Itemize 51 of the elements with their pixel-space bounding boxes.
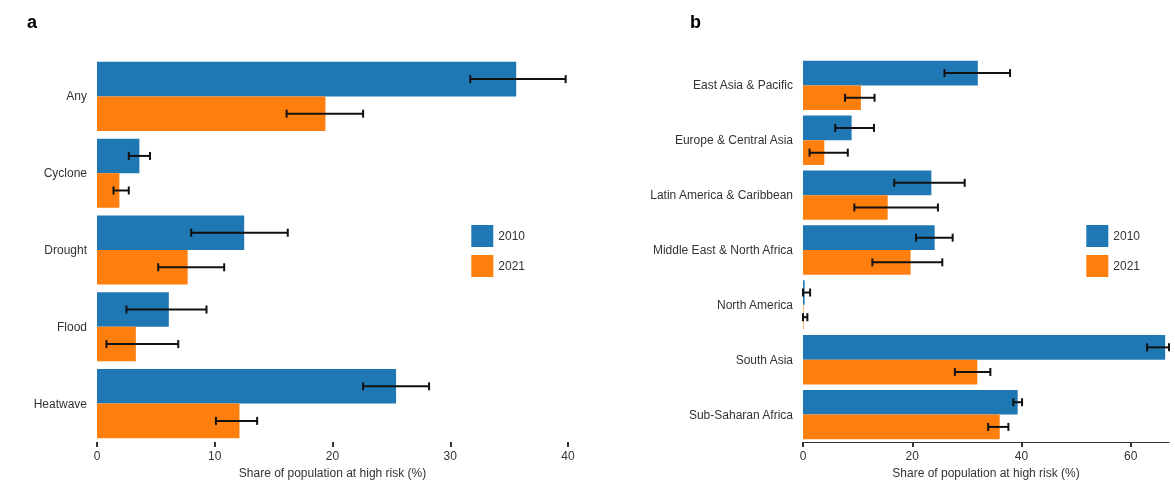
y-tick-label: Drought	[44, 243, 88, 257]
bar	[803, 195, 888, 220]
bar	[803, 250, 911, 275]
bar	[803, 414, 1000, 440]
chart-title: a	[27, 12, 38, 32]
y-tick-label: Middle East & North Africa	[652, 243, 794, 257]
legend-label: 2021	[498, 259, 526, 273]
y-tick-label: Heatwave	[33, 396, 88, 411]
bar	[97, 215, 245, 250]
bar	[803, 140, 825, 165]
y-tick-label: Sub-Saharan Africa	[688, 407, 794, 422]
bar	[97, 292, 169, 327]
x-tick-label: 30	[443, 449, 458, 463]
x-axis-title: Share of population at high risk (%)	[892, 465, 1080, 480]
x-tick-label: 40	[1014, 449, 1029, 463]
y-tick-label: Cyclone	[43, 166, 88, 181]
bar	[97, 250, 188, 285]
bar	[97, 173, 120, 208]
bar	[803, 170, 932, 196]
bar	[97, 326, 136, 362]
y-tick-label: Any	[66, 89, 87, 104]
x-tick-label: 60	[1124, 449, 1138, 463]
x-tick-label: 20	[905, 449, 920, 463]
bar	[803, 60, 978, 86]
bar	[803, 389, 1018, 415]
x-tick-label: 20	[325, 449, 340, 463]
bar	[97, 96, 326, 131]
bar	[97, 403, 240, 439]
x-tick-label: 10	[208, 449, 222, 463]
x-axis-title: Share of population at high risk (%)	[238, 465, 427, 480]
y-tick-label: Flood	[56, 319, 87, 334]
bar	[803, 335, 1166, 360]
bar	[803, 359, 978, 385]
legend-label: 2010	[1113, 229, 1141, 243]
x-tick-label: 40	[561, 449, 575, 463]
legend-label: 2010	[498, 229, 526, 243]
bar	[97, 369, 397, 404]
bar	[803, 225, 935, 250]
legend-label: 2021	[1113, 259, 1141, 273]
y-tick-label: Europe & Central Asia	[674, 133, 794, 148]
y-tick-label: Latin America & Caribbean	[650, 188, 793, 203]
x-tick-label: 0	[93, 449, 101, 463]
bar	[97, 61, 517, 97]
bar	[97, 138, 140, 174]
y-tick-label: East Asia & Pacific	[692, 78, 793, 93]
bar	[803, 115, 852, 141]
y-tick-label: South Asia	[735, 352, 794, 367]
x-tick-label: 0	[799, 449, 807, 463]
bar	[803, 85, 861, 111]
chart-title: b	[690, 12, 701, 32]
y-tick-label: North America	[716, 297, 794, 312]
